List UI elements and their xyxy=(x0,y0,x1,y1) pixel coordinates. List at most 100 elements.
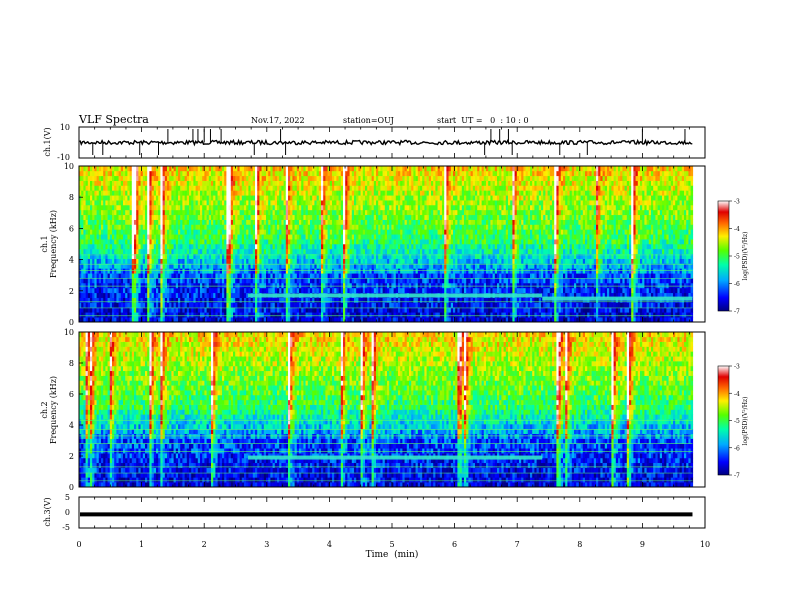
spectrogram-cell xyxy=(402,185,405,191)
spectrogram-cell xyxy=(279,248,282,255)
spectrogram-cell xyxy=(334,214,337,220)
spectrogram-cell xyxy=(202,248,205,255)
spectrogram-cell xyxy=(193,263,196,269)
spectrogram-cell xyxy=(79,239,82,245)
spectrogram-cell xyxy=(153,278,157,284)
spectrogram-cell xyxy=(255,224,258,230)
spectrogram-cell xyxy=(211,302,214,308)
spectrogram-cell xyxy=(224,317,227,323)
spectrogram-cell xyxy=(107,283,111,289)
spectrogram-cell xyxy=(87,200,91,206)
spectrogram-cell xyxy=(261,253,265,259)
spectrogram-cell xyxy=(279,312,282,318)
spectrogram-cell xyxy=(211,219,214,225)
spectrogram-cell xyxy=(191,283,194,289)
spectrogram-cell xyxy=(296,312,300,318)
spectrogram-cell xyxy=(116,292,119,298)
spectrogram-cell xyxy=(127,195,130,201)
spectrogram-cell xyxy=(197,248,201,255)
spectrogram-cell xyxy=(395,263,399,269)
spectrogram-cell xyxy=(215,312,218,318)
spectrogram-cell xyxy=(105,170,108,177)
spectrogram-cell xyxy=(239,307,243,313)
spectrogram-cell xyxy=(153,287,157,294)
spectrogram-cell xyxy=(365,175,368,181)
spectrogram-cell xyxy=(248,190,251,196)
spectrogram-cell xyxy=(360,185,364,191)
spectrogram-cell xyxy=(239,258,243,264)
spectrogram-cell xyxy=(162,273,166,279)
spectrogram-cell xyxy=(103,190,106,196)
spectrogram-cell xyxy=(356,307,359,313)
spectrogram-cell xyxy=(103,185,106,191)
spectrogram-cell xyxy=(200,209,203,216)
spectrogram-cell xyxy=(307,297,311,303)
spectrogram-cell xyxy=(316,234,320,240)
spectrogram-cell xyxy=(116,170,119,177)
spectrogram-cell xyxy=(288,190,291,196)
spectrogram-cell xyxy=(290,263,293,269)
spectrogram-cell xyxy=(380,287,383,294)
spectrogram-cell xyxy=(252,209,256,216)
spectrogram-cell xyxy=(131,170,135,177)
spectrogram-cell xyxy=(323,229,326,235)
spectrogram-cell xyxy=(303,239,306,245)
spectrogram-cell xyxy=(301,175,304,181)
spectrogram-cell xyxy=(345,244,348,250)
spectrogram-cell xyxy=(294,209,298,216)
spectrogram-cell xyxy=(360,248,364,255)
spectrogram-cell xyxy=(184,166,188,172)
spectrogram-cell xyxy=(140,253,144,259)
spectrogram-cell xyxy=(228,219,232,225)
spectrogram-cell xyxy=(81,166,84,172)
spectrogram-cell xyxy=(237,190,240,196)
spectrogram-cell xyxy=(191,185,194,191)
spectrogram-cell xyxy=(393,278,397,284)
spectrogram-cell xyxy=(136,234,139,240)
spectrogram-cell xyxy=(404,185,408,191)
spectrogram-cell xyxy=(395,312,399,318)
spectrogram-cell xyxy=(404,209,408,216)
spectrogram-cell xyxy=(321,229,324,235)
spectrogram-cell xyxy=(226,190,229,196)
spectrogram-cell xyxy=(250,278,254,284)
spectrogram-cell xyxy=(415,258,419,264)
spectrogram-cell xyxy=(380,244,383,250)
spectrogram-cell xyxy=(417,239,421,245)
spectrogram-cell xyxy=(373,297,377,303)
spectrogram-cell xyxy=(244,258,247,264)
spectrogram-cell xyxy=(167,292,170,298)
spectrogram-cell xyxy=(277,239,280,245)
spectrogram-cell xyxy=(266,312,269,318)
spectrogram-cell xyxy=(142,268,146,274)
spectrogram-cell xyxy=(200,224,203,230)
spectrogram-cell xyxy=(248,209,251,216)
spectrogram-cell xyxy=(228,278,232,284)
spectrogram-cell xyxy=(340,185,344,191)
spectrogram-cell xyxy=(123,268,126,274)
spectrogram-cell xyxy=(270,239,273,245)
spectrogram-cell xyxy=(279,180,282,186)
spectrogram-cell xyxy=(413,283,416,289)
spectrogram-cell xyxy=(310,239,313,245)
spectrogram-cell xyxy=(94,200,97,206)
spectrogram-cell xyxy=(182,166,185,172)
spectrogram-cell xyxy=(193,205,196,211)
spectrogram-cell xyxy=(90,200,93,206)
spectrogram-cell xyxy=(369,263,372,269)
spectrogram-cell xyxy=(362,273,366,279)
spectrogram-cell xyxy=(391,239,394,245)
spectrogram-cell xyxy=(215,244,218,250)
spectrogram-cell xyxy=(382,263,386,269)
spectrogram-cell xyxy=(312,205,315,211)
spectrogram-cell xyxy=(307,180,311,186)
spectrogram-cell xyxy=(305,278,309,284)
spectrogram-cell xyxy=(257,229,260,235)
spectrogram-cell xyxy=(382,307,386,313)
spectrogram-cell xyxy=(404,166,408,172)
spectrogram-cell xyxy=(369,278,372,284)
spectrogram-cell xyxy=(402,307,405,313)
spectrogram-cell xyxy=(191,317,194,323)
spectrogram-cell xyxy=(215,307,218,313)
spectrogram-cell xyxy=(378,175,381,181)
